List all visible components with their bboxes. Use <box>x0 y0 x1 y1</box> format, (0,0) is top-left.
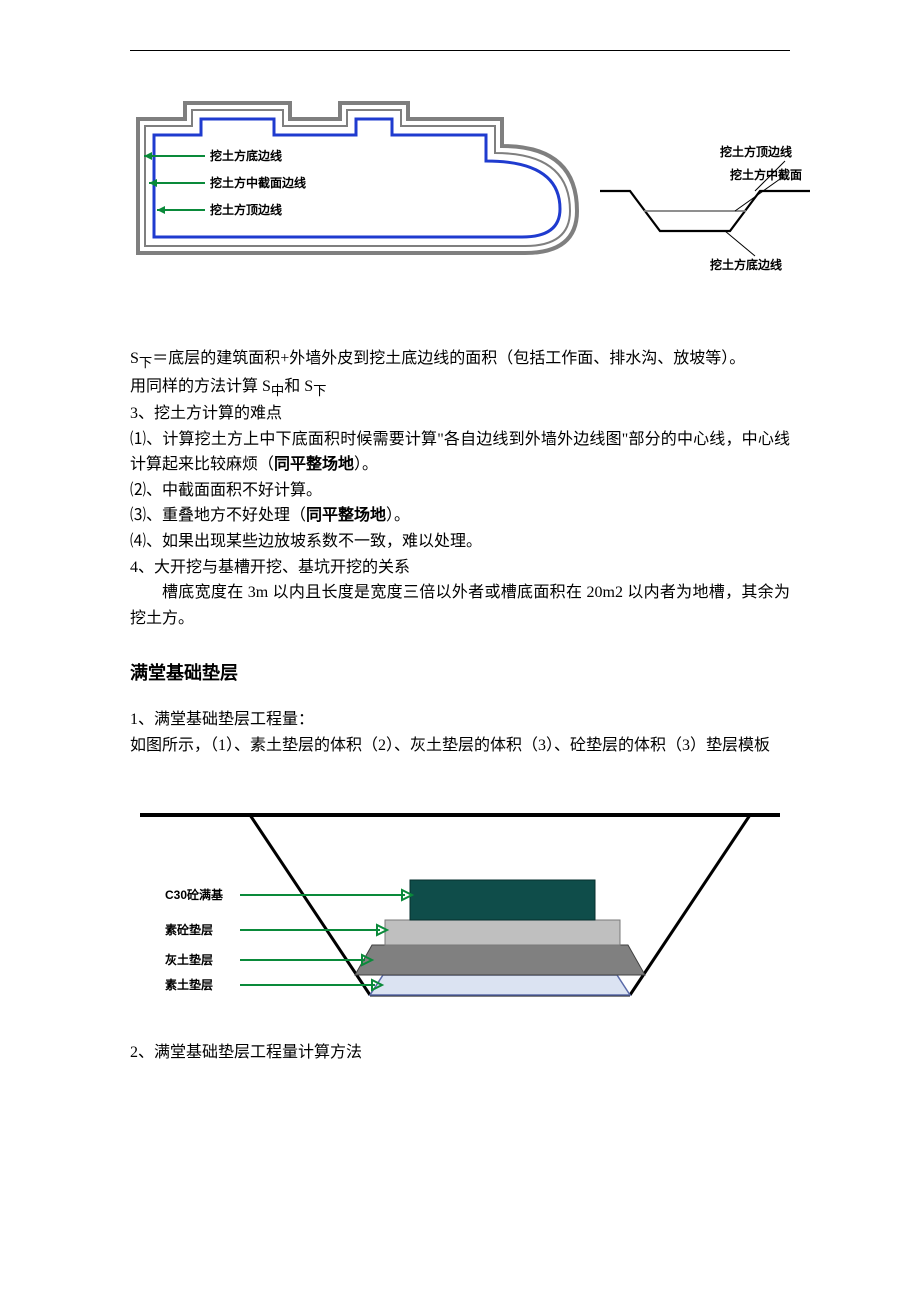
p6bold: 同平整场地 <box>306 507 386 524</box>
foundation-section-diagram: C30砼满基 素砼垫层 灰土垫层 素土垫层 <box>130 785 790 1020</box>
sec2-p1: 1、满堂基础垫层工程量： <box>130 707 790 733</box>
p1sub: 下 <box>139 355 152 370</box>
tail-p1: 2、满堂基础垫层工程量计算方法 <box>130 1040 790 1066</box>
pit-side-left <box>250 815 370 995</box>
plan-label-mid: 挖土方中截面边线 <box>210 175 306 190</box>
cross-label-bottom: 挖土方底边线 <box>710 257 782 271</box>
section-heading: 满堂基础垫层 <box>130 659 790 685</box>
para-7: ⑷、如果出现某些边放坡系数不一致，难以处理。 <box>130 529 790 555</box>
para-9: 槽底宽度在 3m 以内且长度是宽度三倍以外者或槽底面积在 20m2 以内者为地槽… <box>130 580 790 631</box>
p1b: ＝底层的建筑面积+外墙外皮到挖土底边线的面积（包括工作面、排水沟、放坡等）。 <box>152 350 745 367</box>
para-8: 4、大开挖与基槽开挖、基坑开挖的关系 <box>130 555 790 581</box>
p6b: ）。 <box>386 507 410 524</box>
sec2-p2: 如图所示，（1）、素土垫层的体积（2）、灰土垫层的体积（3）、砼垫层的体积（3）… <box>130 733 790 759</box>
para-2: 用同样的方法计算 S中和 S下 <box>130 374 790 402</box>
layer-huitu <box>355 945 645 975</box>
p6a: ⑶、重叠地方不好处理（ <box>130 507 306 524</box>
plan-label-bottom: 挖土方底边线 <box>210 148 282 163</box>
arrow-head-3 <box>157 206 165 214</box>
page-top-rule <box>130 50 790 51</box>
cross-label-mid: 挖土方中截面 <box>730 167 802 182</box>
layer-suhun <box>385 920 620 945</box>
para-5: ⑵、中截面面积不好计算。 <box>130 478 790 504</box>
p4b: ）。 <box>354 456 378 473</box>
plan-label-top: 挖土方顶边线 <box>210 202 282 217</box>
body-text-block-3: 2、满堂基础垫层工程量计算方法 <box>130 1040 790 1066</box>
top-diagram-row: 挖土方底边线 挖土方中截面边线 挖土方顶边线 挖土方顶边线 挖土方中截面 挖土方… <box>130 91 790 276</box>
p1a: S <box>130 350 139 367</box>
layer-c30 <box>410 880 595 920</box>
para-1: S下＝底层的建筑面积+外墙外皮到挖土底边线的面积（包括工作面、排水沟、放坡等）。 <box>130 346 790 374</box>
label-suhun: 素砼垫层 <box>165 922 213 937</box>
para-6: ⑶、重叠地方不好处理（同平整场地）。 <box>130 503 790 529</box>
label-c30: C30砼满基 <box>165 887 224 902</box>
layer-sutu <box>370 975 630 995</box>
label-sutu: 素土垫层 <box>165 977 213 992</box>
para-4: ⑴、计算挖土方上中下底面积时候需要计算"各自边线到外墙外边线图"部分的中心线，中… <box>130 427 790 478</box>
leader-bottom <box>725 231 755 256</box>
p2mid: 和 S <box>284 378 313 395</box>
body-text-block-2: 1、满堂基础垫层工程量： 如图所示，（1）、素土垫层的体积（2）、灰土垫层的体积… <box>130 707 790 758</box>
p4bold: 同平整场地 <box>274 456 354 473</box>
body-text-block-1: S下＝底层的建筑面积+外墙外皮到挖土底边线的面积（包括工作面、排水沟、放坡等）。… <box>130 346 790 631</box>
cross-label-top: 挖土方顶边线 <box>720 144 792 159</box>
p2a: 用同样的方法计算 S <box>130 378 271 395</box>
label-huitu: 灰土垫层 <box>165 952 213 967</box>
para-3: 3、挖土方计算的难点 <box>130 401 790 427</box>
p2sub2: 下 <box>313 383 326 398</box>
p2sub1: 中 <box>271 383 284 398</box>
pit-side-right <box>630 815 750 995</box>
leader-mid <box>735 179 780 211</box>
p4a: ⑴、计算挖土方上中下底面积时候需要计算"各自边线到外墙外边线图"部分的中心线，中… <box>130 431 790 474</box>
cross-section-diagram: 挖土方顶边线 挖土方中截面 挖土方底边线 <box>600 121 810 276</box>
plan-view-diagram: 挖土方底边线 挖土方中截面边线 挖土方顶边线 <box>130 91 590 266</box>
